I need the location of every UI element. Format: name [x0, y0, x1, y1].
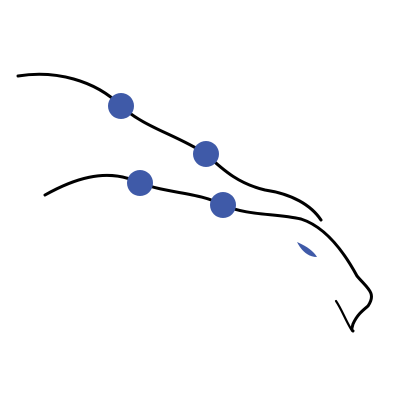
node-dot-3: [127, 170, 153, 196]
beak-stroke: [334, 299, 353, 331]
node-dot-2: [193, 141, 219, 167]
node-dot-4: [210, 192, 236, 218]
node-dot-1: [108, 93, 134, 119]
eye-icon: [297, 242, 317, 257]
